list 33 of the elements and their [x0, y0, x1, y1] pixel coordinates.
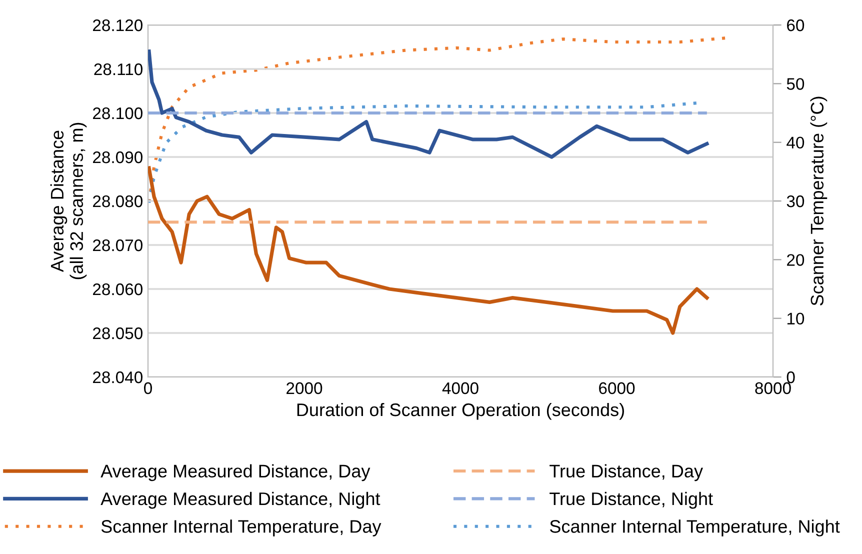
y-tick-label: 28.050	[93, 327, 142, 340]
y-tick-label: 28.080	[93, 195, 142, 208]
x-tick-label: 8000	[755, 382, 791, 394]
legend-label: True Distance, Day	[550, 464, 703, 482]
y-axis-title: Average Distance (all 32 scanners, m)	[50, 122, 87, 280]
x-axis-title: Duration of Scanner Operation (seconds)	[297, 402, 624, 420]
y-tick-label: 28.110	[94, 63, 142, 76]
line-series	[148, 101, 698, 204]
y2-tick-label: 50	[786, 78, 804, 90]
x-tick-label: 6000	[599, 382, 635, 394]
x-tick-label: 0	[144, 382, 152, 394]
y2-axis-title: Scanner Temperature (°C)	[810, 96, 828, 306]
legend-label: Scanner Internal Temperature, Night	[550, 520, 840, 536]
y2-tick-label: 40	[786, 136, 804, 149]
y2-tick-label: 0	[786, 371, 795, 384]
x-tick-label: 2000	[286, 382, 322, 394]
y2-tick-label: 20	[787, 254, 804, 266]
y2-tick-label: 60	[787, 19, 804, 32]
y-tick-label: 28.120	[93, 19, 142, 32]
legend-label: Average Measured Distance, Day	[100, 464, 370, 482]
y-tick-label: 28.060	[93, 283, 142, 296]
y-tick-label: 28.090	[93, 151, 142, 164]
x-tick-label: 4000	[442, 382, 478, 394]
legend-label: Average Measured Distance, Night	[100, 492, 380, 509]
legend-label: Scanner Internal Temperature, Day	[101, 520, 382, 536]
y-tick-label: 28.040	[93, 371, 142, 384]
y2-tick-label: 30	[786, 195, 804, 208]
y-tick-label: 28.070	[93, 239, 142, 252]
legend-label: True Distance, Night	[550, 492, 713, 509]
line-series	[148, 166, 709, 335]
line-series	[148, 50, 709, 159]
y2-tick-label: 10	[787, 312, 804, 325]
y-tick-label: 28.100	[93, 107, 142, 120]
